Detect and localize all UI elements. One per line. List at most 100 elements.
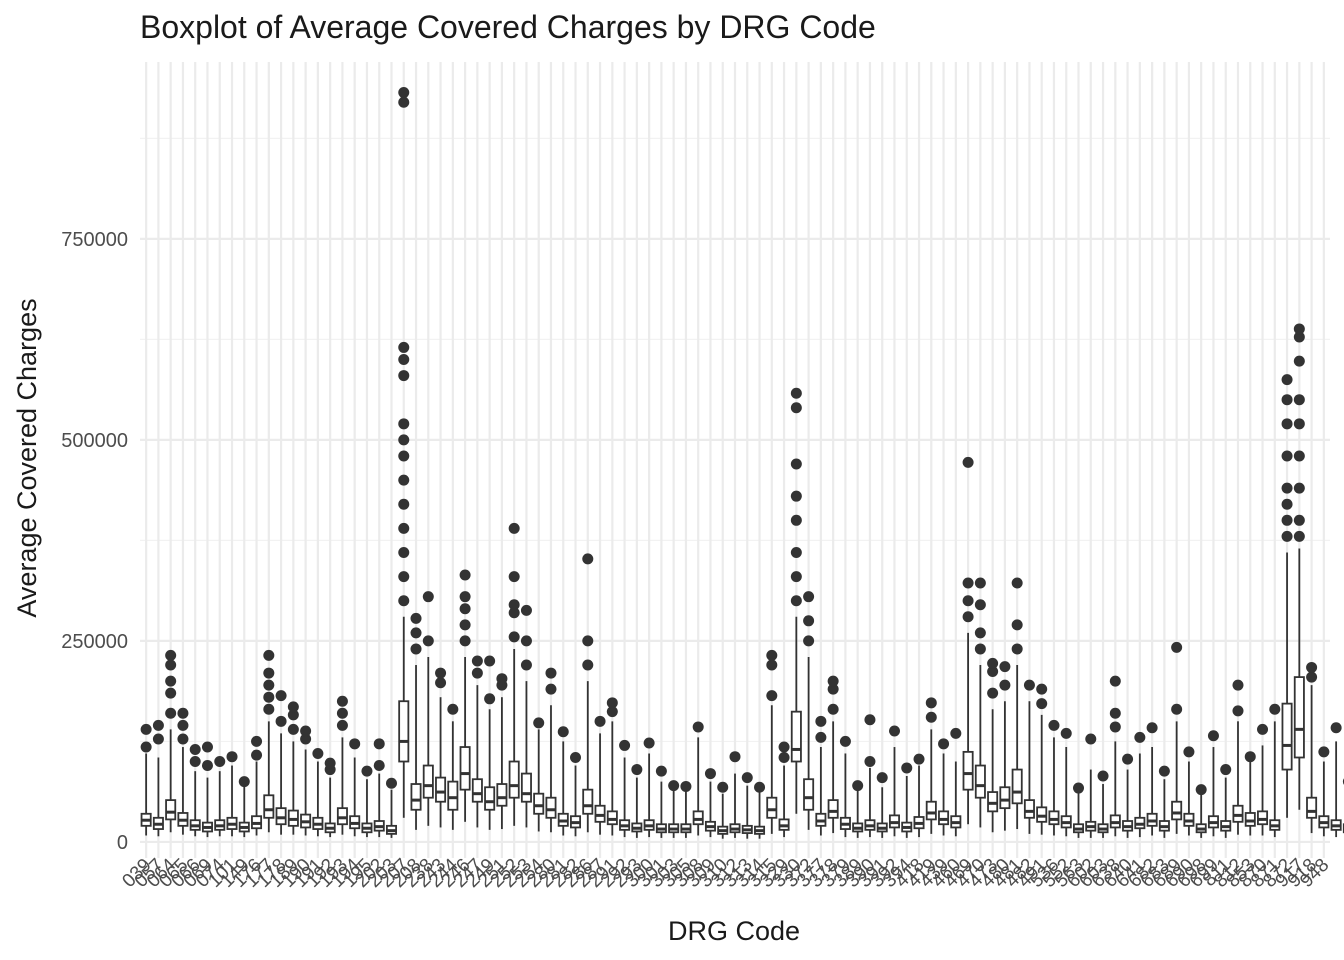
box-689: [1171, 641, 1183, 834]
box-690: [1183, 746, 1195, 836]
box-439: [938, 738, 950, 836]
outlier-point: [704, 768, 716, 780]
outlier-point: [508, 631, 520, 643]
outlier-point: [913, 753, 925, 765]
outlier-point: [803, 591, 815, 603]
outlier-point: [349, 738, 361, 750]
box-iqr: [1171, 800, 1183, 821]
outlier-point: [1048, 719, 1060, 731]
outlier-point: [999, 679, 1011, 691]
outlier-point: [263, 667, 275, 679]
outlier-point: [1036, 683, 1048, 695]
box-252: [508, 522, 520, 826]
outlier-point: [251, 735, 263, 747]
outlier-point: [925, 697, 937, 709]
outlier-point: [790, 490, 802, 502]
outlier-point: [766, 649, 778, 661]
outlier-point: [1109, 675, 1121, 687]
outlier-point: [790, 387, 802, 399]
outlier-point: [790, 514, 802, 526]
box-315: [766, 649, 778, 834]
box-301: [655, 765, 667, 838]
box-undefined: [1330, 722, 1342, 838]
outlier-point: [287, 709, 299, 721]
outlier-point: [766, 690, 778, 702]
box-480: [999, 661, 1011, 831]
box-iqr: [165, 799, 177, 821]
outlier-point: [1281, 450, 1293, 462]
outlier-point: [655, 765, 667, 777]
box-481: [1011, 577, 1023, 830]
outlier-point: [140, 741, 152, 753]
box-iqr: [1048, 810, 1060, 826]
outlier-point: [545, 667, 557, 679]
outlier-point: [398, 370, 410, 382]
outlier-point: [803, 635, 815, 647]
outlier-point: [226, 751, 238, 763]
y-tick-label: 0: [117, 832, 128, 854]
box-iqr: [962, 750, 974, 791]
outlier-point: [1293, 323, 1305, 335]
box-iqr: [1023, 799, 1035, 819]
outlier-point: [1023, 679, 1035, 691]
box-292: [619, 739, 631, 838]
outlier-point: [361, 765, 373, 777]
outlier-point: [447, 703, 459, 715]
outlier-point: [790, 571, 802, 583]
outlier-point: [766, 659, 778, 671]
outlier-point: [1281, 482, 1293, 494]
outlier-point: [165, 649, 177, 661]
outlier-point: [987, 687, 999, 699]
outlier-point: [876, 772, 888, 784]
outlier-point: [263, 691, 275, 703]
outlier-point: [373, 738, 385, 750]
box-057: [152, 719, 164, 837]
box-iqr: [275, 807, 287, 826]
box-246: [459, 569, 471, 822]
outlier-point: [1207, 730, 1219, 742]
box-iqr: [827, 799, 839, 819]
box-329: [778, 741, 790, 838]
outlier-point: [1269, 703, 1281, 715]
box-iqr: [520, 772, 532, 803]
box-469: [962, 456, 974, 825]
x-axis-title: DRG Code: [668, 916, 800, 946]
box-177: [263, 649, 275, 833]
box-917: [1293, 323, 1305, 810]
box-870: [1257, 723, 1269, 836]
box-473: [987, 657, 999, 833]
box-iqr: [987, 791, 999, 813]
outlier-point: [987, 657, 999, 669]
box-330: [790, 387, 802, 814]
box-253: [520, 604, 532, 828]
outlier-point: [962, 595, 974, 607]
outlier-point: [815, 715, 827, 727]
x-axis-ticks: 0390570640650660690741011491761771781891…: [118, 854, 1333, 892]
outlier-point: [1011, 619, 1023, 631]
outlier-point: [373, 760, 385, 772]
box-811: [1220, 764, 1232, 838]
outlier-point: [852, 780, 864, 792]
outlier-point: [1134, 731, 1146, 743]
outlier-point: [410, 612, 422, 624]
box-iqr: [533, 792, 545, 815]
outlier-point: [1011, 643, 1023, 655]
box-149: [238, 776, 250, 838]
outlier-point: [312, 747, 324, 759]
outlier-point: [275, 690, 287, 702]
box-iqr: [594, 804, 606, 823]
box-iqr: [263, 794, 275, 819]
outlier-point: [189, 756, 201, 768]
box-682: [1146, 722, 1158, 836]
outlier-point: [570, 751, 582, 763]
outlier-point: [238, 776, 250, 788]
box-iqr: [508, 760, 520, 799]
box-287: [594, 715, 606, 835]
box-iqr: [471, 778, 483, 803]
outlier-point: [1281, 498, 1293, 510]
box-064: [165, 649, 177, 833]
outlier-point: [189, 743, 201, 755]
outlier-point: [974, 627, 986, 639]
box-iqr: [999, 786, 1011, 810]
